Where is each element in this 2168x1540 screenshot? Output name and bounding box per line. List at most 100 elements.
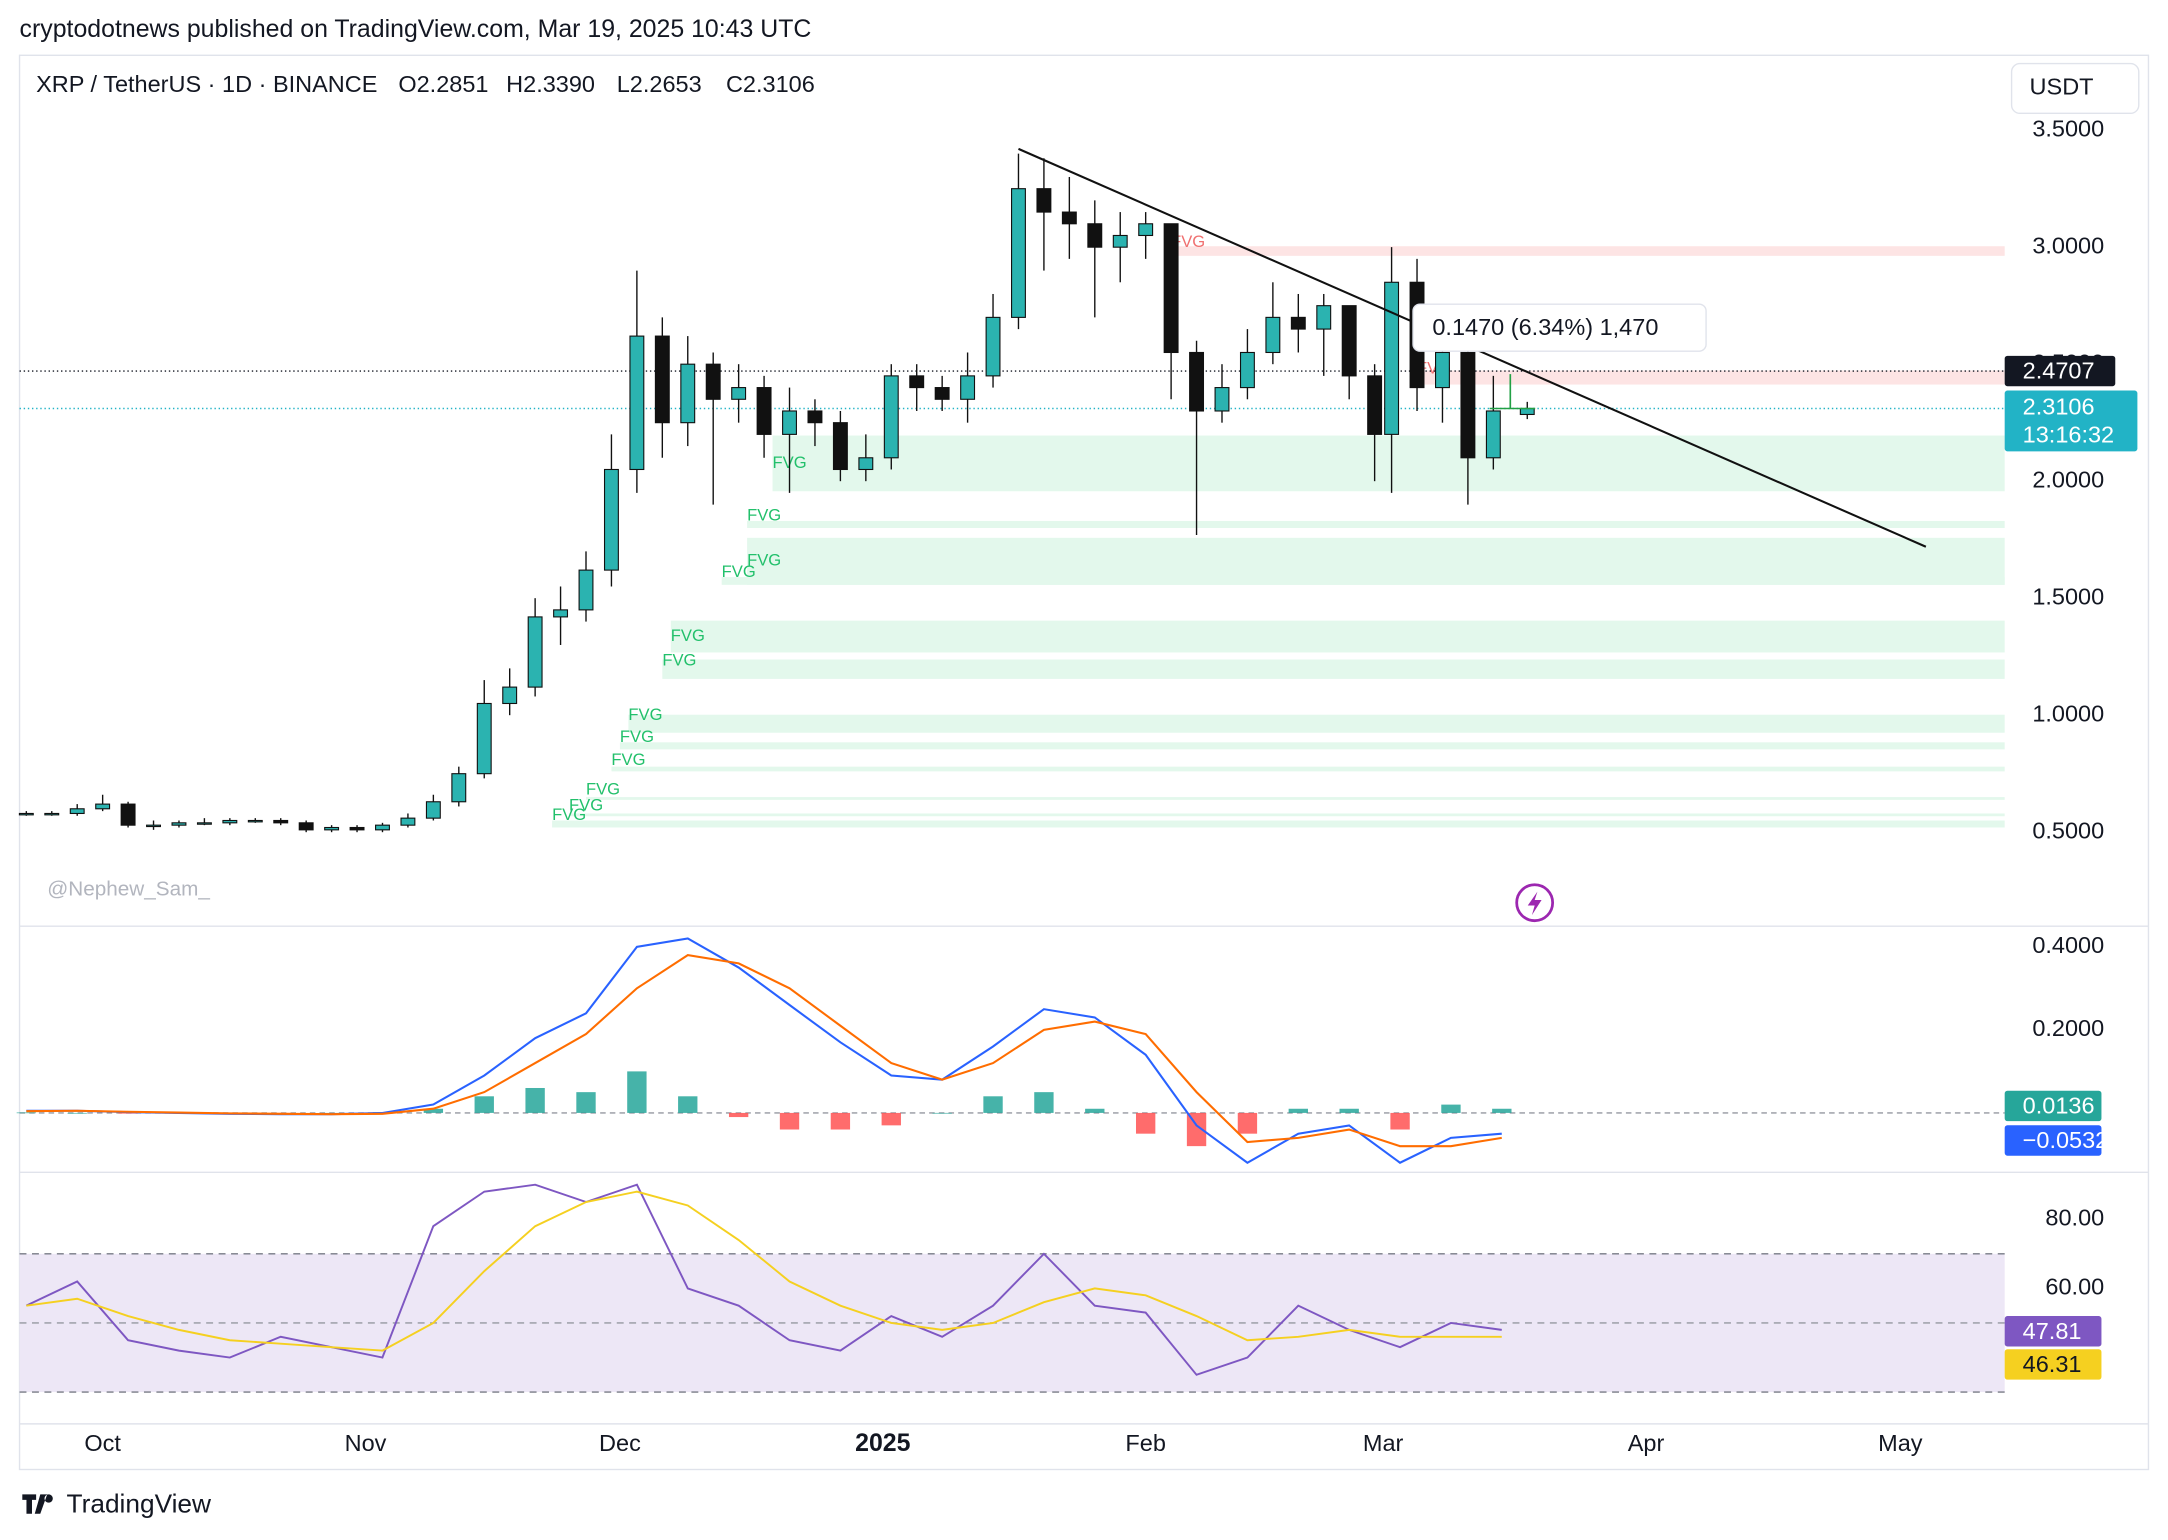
candle-body: [476, 702, 492, 775]
candle-body: [960, 375, 976, 400]
candle-body: [324, 826, 340, 831]
x-tick-label: 2025: [855, 1429, 911, 1457]
candle-body: [400, 817, 416, 826]
y-tick-label: 0.4000: [2032, 932, 2104, 958]
brand-logo: [22, 1494, 53, 1514]
histogram-bar: [1390, 1112, 1410, 1130]
macd-last-box: [2004, 1125, 2102, 1156]
currency-button[interactable]: [2010, 62, 2140, 115]
candle-body: [1036, 188, 1052, 213]
candle-body: [629, 335, 645, 471]
histogram-bar: [779, 1112, 800, 1130]
fvg-zone: [586, 797, 2005, 800]
candle-body: [832, 422, 848, 471]
histogram-bar: [627, 1071, 647, 1113]
frame: [18, 54, 2150, 1471]
macd-line: [26, 954, 1502, 1148]
fvg-label: FVG: [611, 750, 645, 769]
fvg-label: FVG: [722, 562, 756, 581]
fvg-label: FVG: [662, 650, 696, 669]
candle-body: [171, 822, 187, 826]
x-tick-label: Feb: [1125, 1430, 1166, 1456]
candle-body: [1239, 351, 1255, 389]
candle-body: [985, 316, 1001, 377]
candle-body: [782, 410, 797, 435]
histogram-bar: [118, 1112, 138, 1114]
candle-body: [146, 824, 161, 828]
candle-body: [425, 801, 441, 819]
candle-body: [1011, 188, 1026, 318]
histogram-bar: [1034, 1092, 1054, 1113]
last-price-label: 2.3106: [2023, 394, 2095, 420]
x-tick-label: Nov: [345, 1430, 387, 1456]
rsi-last-box: [2004, 1316, 2102, 1347]
fvg-zone: [552, 820, 2005, 828]
histogram-bar: [525, 1087, 545, 1113]
candle-body: [1087, 223, 1103, 248]
macd-last: −0.0532: [2023, 1127, 2109, 1153]
candle-body: [1138, 223, 1154, 237]
histogram-bar: [1085, 1108, 1105, 1113]
candle-body: [1367, 375, 1383, 435]
candle-body: [934, 387, 950, 400]
y-tick-label: 2.0000: [2032, 466, 2104, 492]
y-tick-label: 60.00: [2045, 1274, 2104, 1300]
candle-body: [1214, 387, 1230, 412]
fvg-zone: [747, 537, 2005, 585]
fvg-zone: [569, 813, 2005, 817]
candle-body: [705, 363, 721, 400]
brand: TradingView: [67, 1488, 212, 1518]
fvg-label: FVG: [569, 796, 603, 815]
histogram-bar: [474, 1096, 494, 1113]
histogram-bar: [1339, 1108, 1359, 1113]
candle-body: [756, 387, 772, 435]
measure-tooltip-box: [1412, 303, 1707, 352]
candle-body: [578, 569, 594, 611]
candle-body: [1265, 316, 1281, 354]
candle-body: [247, 819, 263, 823]
ohlc-open: O2.2851: [398, 71, 488, 97]
fvg-zone: [670, 620, 2005, 653]
candle-body: [502, 686, 518, 705]
ohlc-low: L2.2653: [617, 71, 702, 97]
measure-tooltip: 0.1470 (6.34%) 1,470: [1432, 314, 1658, 340]
histogram-bar: [678, 1096, 698, 1113]
candle-body: [1460, 351, 1476, 459]
candle-body: [1519, 407, 1535, 416]
fvg-label: FVG: [747, 551, 781, 570]
histogram-last-box: [2004, 1090, 2102, 1122]
candle-body: [18, 812, 34, 816]
rsi-last: 47.81: [2023, 1318, 2082, 1344]
candle-body: [1384, 281, 1400, 435]
marker-price-label: 2.4707: [2023, 358, 2095, 384]
event-icon[interactable]: [1515, 883, 1555, 923]
fvg-zone: [772, 435, 2005, 492]
fvg-label: FVG: [620, 727, 654, 746]
histogram-bar: [423, 1108, 444, 1113]
ohlc-high: H2.3390: [506, 71, 595, 97]
histogram-bar: [881, 1112, 901, 1126]
fvg-label: FVG: [1171, 232, 1205, 251]
candle-body: [273, 819, 289, 824]
candle-body: [858, 457, 874, 471]
candle-body: [909, 375, 925, 389]
candle-body: [1341, 305, 1357, 377]
y-tick-label: 3.5000: [2032, 115, 2104, 141]
candle-body: [731, 387, 747, 400]
histogram-last: 0.0136: [2023, 1093, 2095, 1119]
y-tick-label: 3.0000: [2032, 232, 2104, 258]
histogram-bar: [1492, 1108, 1512, 1113]
histogram-bar: [1441, 1104, 1461, 1113]
fvg-zone: [619, 742, 2005, 750]
rsi-ma-last: 46.31: [2023, 1351, 2082, 1377]
candle-body: [1290, 316, 1306, 330]
candle-body: [1316, 305, 1332, 330]
histogram-bar: [1237, 1112, 1258, 1134]
candle-body: [1112, 234, 1128, 248]
x-tick-label: Oct: [84, 1430, 121, 1456]
candle-body: [603, 468, 619, 571]
event-icon-bolt: [1527, 891, 1542, 916]
candle-body: [451, 773, 467, 803]
